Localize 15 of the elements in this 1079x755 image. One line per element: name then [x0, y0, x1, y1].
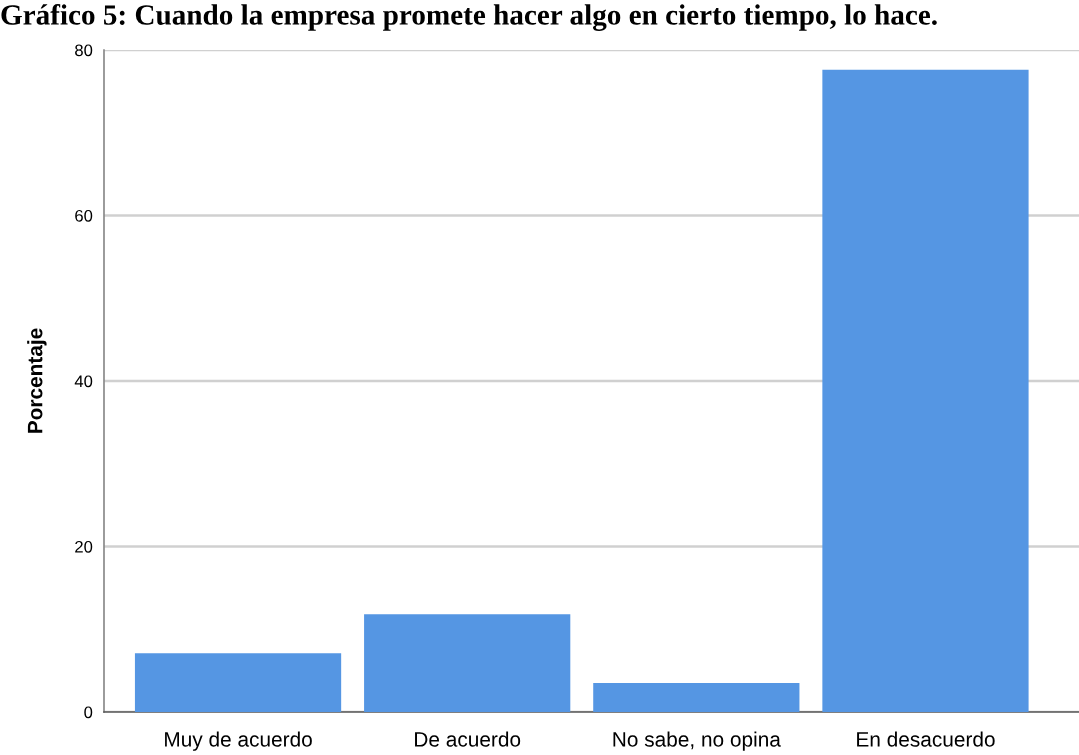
bar: [134, 653, 342, 712]
y-tick-label: 80: [75, 44, 93, 57]
bar: [364, 614, 571, 712]
y-tick-label: 60: [75, 209, 93, 222]
y-axis-title: Porcentaje: [27, 328, 47, 433]
bar: [822, 69, 1029, 712]
x-tick-label: Muy de acuerdo: [165, 731, 312, 751]
bar: [593, 683, 800, 712]
y-tick-label: 20: [75, 540, 93, 553]
x-tick-label: De acuerdo: [415, 731, 521, 747]
x-tick-label: En desacuerdo: [857, 731, 995, 747]
y-tick-label: 0: [84, 706, 93, 719]
chart-title: Gráfico 5: Cuando la empresa promete hacer algo en cierto tiempo, lo hace.: [1, 4, 937, 31]
x-tick-label: No sabe, no opina: [613, 731, 781, 751]
y-tick-label: 40: [74, 375, 93, 388]
